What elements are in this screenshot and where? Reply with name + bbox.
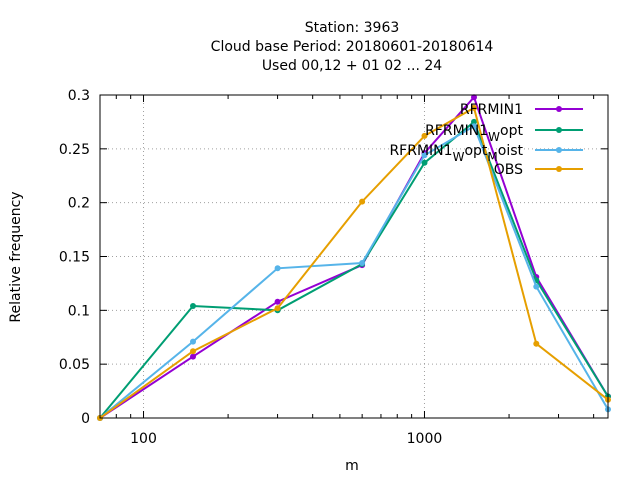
- legend-label: RFRMIN1: [460, 102, 523, 118]
- y-tick-label: 0.25: [59, 142, 90, 158]
- data-point: [471, 104, 477, 111]
- legend-entry: RFRMIN1: [460, 102, 583, 118]
- legend-label-part: OBS: [494, 162, 523, 178]
- legend-label-part: RFRMIN1: [460, 102, 523, 118]
- chart-title: Station: 3963 Cloud base Period: 20180601…: [211, 20, 494, 74]
- data-point: [421, 152, 428, 159]
- legend-label-part: W: [453, 150, 465, 164]
- y-tick: 0: [81, 411, 608, 427]
- title-line: Cloud base Period: 20180601-20180614: [211, 39, 494, 55]
- data-point: [471, 123, 477, 130]
- x-tick: 100: [130, 95, 157, 447]
- y-tick-label: 0.1: [68, 303, 90, 319]
- legend-entry: OBS: [494, 162, 583, 178]
- y-tick-label: 0.05: [59, 357, 90, 373]
- data-point: [190, 353, 196, 360]
- data-point: [274, 265, 281, 272]
- title-line: Station: 3963: [305, 20, 400, 36]
- legend-label-part: opt: [500, 123, 523, 139]
- data-point: [190, 338, 196, 345]
- legend-marker: [556, 166, 562, 172]
- legend-entry: RFRMIN1Wopt: [425, 123, 583, 144]
- x-tick-label: 100: [130, 431, 157, 447]
- series-line: [99, 95, 609, 419]
- legend-marker: [556, 127, 562, 133]
- grid: [100, 95, 608, 418]
- data-point: [359, 198, 366, 205]
- legend-label: RFRMIN1WoptMoist: [389, 143, 523, 164]
- y-tick: 0.05: [59, 357, 608, 373]
- y-tick-label: 0.15: [59, 250, 90, 266]
- series-line: [99, 106, 609, 419]
- series-2: [97, 123, 611, 421]
- legend-marker: [556, 147, 562, 153]
- legend-entry: RFRMIN1WoptMoist: [389, 143, 583, 164]
- data-point: [471, 118, 477, 125]
- y-axis-label: Relative frequency: [8, 191, 24, 322]
- series-3: [97, 104, 611, 421]
- legend-label-part: RFRMIN1: [389, 143, 452, 159]
- data-point: [533, 340, 540, 347]
- series-line: [99, 124, 609, 419]
- data-point: [190, 348, 196, 355]
- x-axis-label: m: [345, 458, 359, 474]
- series-line: [99, 120, 609, 419]
- y-tick-label: 0.3: [68, 88, 90, 104]
- data-point: [421, 132, 428, 139]
- series-0: [97, 94, 611, 421]
- y-tick: 0.1: [68, 303, 608, 319]
- legend-marker: [556, 106, 562, 112]
- legend-label-part: RFRMIN1: [425, 123, 488, 139]
- data-point: [471, 94, 477, 101]
- y-tick-label: 0: [81, 411, 90, 427]
- legend-label: RFRMIN1Wopt: [425, 123, 523, 144]
- legend-label-part: M: [487, 150, 497, 164]
- legend-label-part: opt: [464, 143, 487, 159]
- data-point: [274, 305, 281, 312]
- y-tick: 0.3: [68, 88, 608, 104]
- data-point: [421, 159, 428, 166]
- data-point: [190, 303, 196, 309]
- data-point: [274, 298, 281, 305]
- title-line: Used 00,12 + 01 02 ... 24: [262, 58, 442, 74]
- y-tick: 0.25: [59, 142, 608, 158]
- x-axis-ticks: 100 1000: [115, 95, 595, 447]
- series-lines: [97, 94, 611, 421]
- legend-label-part: W: [488, 130, 500, 144]
- legend-label: OBS: [494, 162, 523, 178]
- plot-frame: [99, 94, 609, 419]
- x-tick-label: 1000: [407, 431, 443, 447]
- y-tick: 0.15: [59, 250, 608, 266]
- legend-label-part: oist: [498, 143, 524, 159]
- y-tick-label: 0.2: [68, 196, 90, 212]
- y-tick: 0.2: [68, 196, 608, 212]
- data-point: [533, 283, 540, 290]
- x-tick: 1000: [407, 95, 443, 447]
- data-point: [359, 260, 366, 266]
